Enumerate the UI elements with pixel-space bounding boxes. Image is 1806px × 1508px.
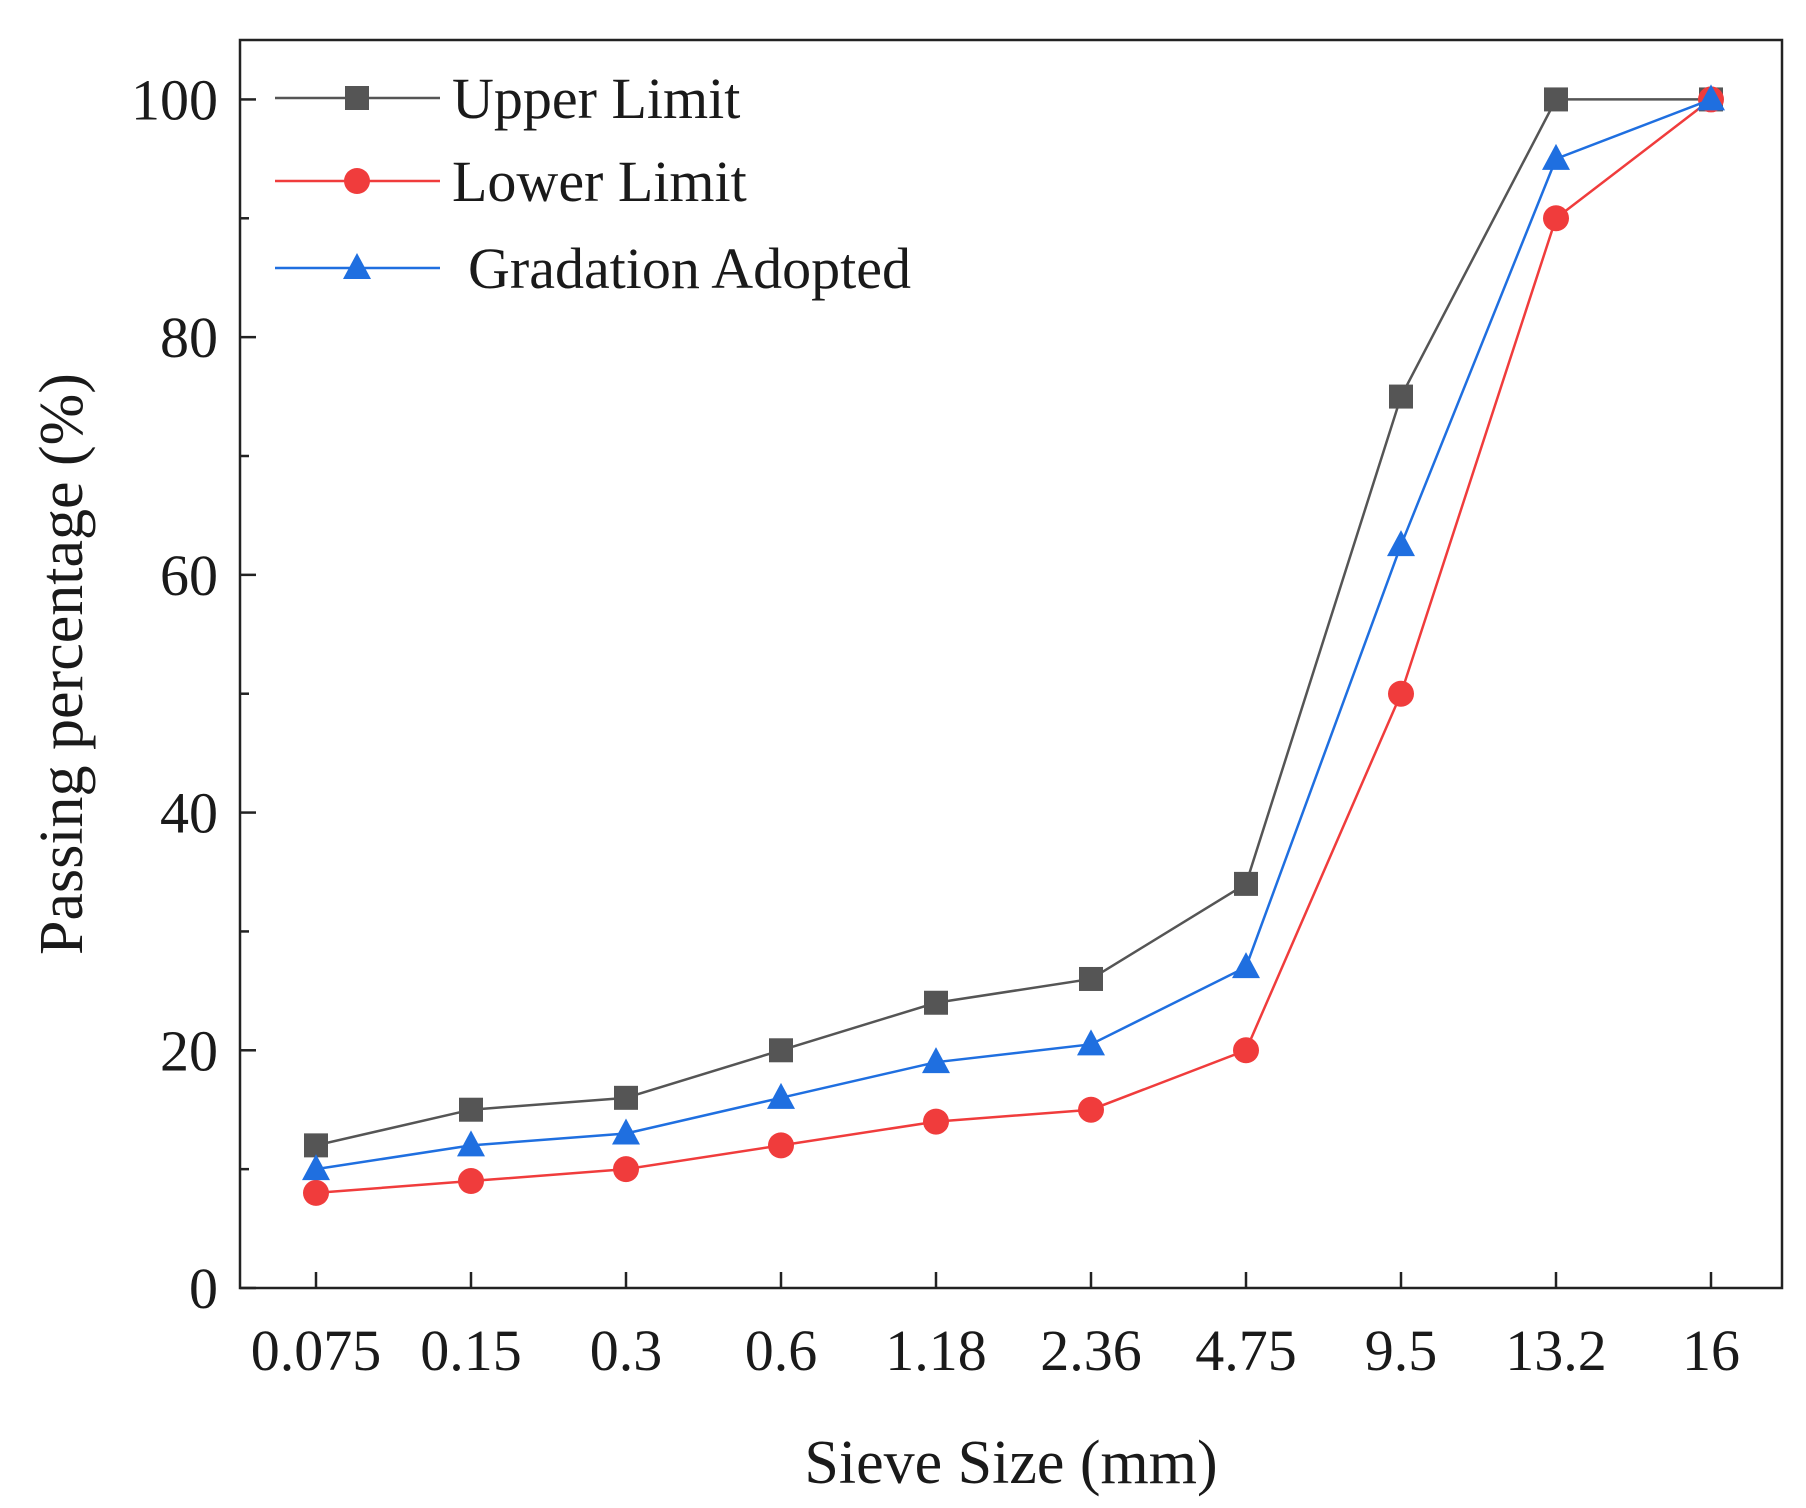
data-point bbox=[1542, 143, 1570, 170]
data-point bbox=[458, 1168, 484, 1195]
data-point bbox=[613, 1156, 639, 1183]
data-point bbox=[924, 990, 948, 1015]
legend-marker bbox=[345, 86, 369, 110]
data-point bbox=[1232, 952, 1260, 979]
data-point bbox=[767, 1082, 795, 1109]
axes: 0 20 40 60 80 100 0.075 0.15 0.3 0.6 1.18 2.36 4.75 9… bbox=[131, 38, 1784, 1383]
series-line bbox=[315, 98, 1711, 1147]
y-tick-label: 60 bbox=[160, 543, 218, 608]
x-tick-label: 16 bbox=[1682, 1318, 1740, 1383]
plot-frame bbox=[238, 38, 1784, 1290]
data-point bbox=[922, 1047, 950, 1074]
legend-item: Lower Limit bbox=[275, 149, 747, 214]
data-point bbox=[1079, 966, 1103, 991]
data-point bbox=[923, 1108, 949, 1135]
series-gradation-adopted bbox=[302, 84, 1725, 1181]
data-point bbox=[1544, 87, 1568, 112]
legend-marker bbox=[344, 168, 370, 194]
y-tick-label: 0 bbox=[189, 1256, 218, 1321]
data-point bbox=[303, 1179, 329, 1206]
data-point bbox=[1234, 871, 1258, 896]
data-point bbox=[612, 1118, 640, 1145]
data-point bbox=[1697, 84, 1725, 111]
series-lower-limit bbox=[303, 86, 1724, 1206]
legend-label: Lower Limit bbox=[452, 149, 747, 214]
data-point bbox=[1078, 1096, 1104, 1123]
legend-item: Upper Limit bbox=[275, 66, 740, 131]
x-tick-label: 0.15 bbox=[420, 1318, 522, 1383]
data-point bbox=[1233, 1037, 1259, 1064]
data-point bbox=[302, 1154, 330, 1181]
data-point bbox=[1389, 384, 1413, 409]
x-tick-label: 13.2 bbox=[1505, 1318, 1607, 1383]
x-tick-label: 0.3 bbox=[590, 1318, 663, 1383]
data-point bbox=[1388, 680, 1414, 707]
legend-label: Gradation Adopted bbox=[468, 236, 911, 301]
legend-label: Upper Limit bbox=[452, 66, 740, 131]
y-tick-label: 40 bbox=[160, 781, 218, 846]
data-point bbox=[769, 1038, 793, 1063]
x-tick-label: 9.5 bbox=[1365, 1318, 1438, 1383]
x-tick-label: 4.75 bbox=[1195, 1318, 1297, 1383]
x-tick-label: 1.18 bbox=[885, 1318, 987, 1383]
data-point bbox=[304, 1133, 328, 1158]
x-tick-label: 0.075 bbox=[251, 1318, 382, 1383]
x-axis-title: Sieve Size (mm) bbox=[804, 1429, 1217, 1497]
legend-marker bbox=[343, 253, 371, 279]
series-line bbox=[315, 98, 1712, 1171]
data-point bbox=[768, 1132, 794, 1159]
series-line bbox=[315, 98, 1712, 1195]
y-tick-label: 20 bbox=[160, 1018, 218, 1083]
series-layer bbox=[302, 84, 1725, 1206]
data-point bbox=[614, 1085, 638, 1110]
data-point bbox=[1387, 530, 1415, 557]
data-point bbox=[1077, 1029, 1105, 1056]
x-tick-label: 0.6 bbox=[745, 1318, 818, 1383]
data-point bbox=[1543, 205, 1569, 232]
legend: Upper Limit Lower Limit Gradation Adopted bbox=[275, 66, 911, 301]
y-axis-title: Passing percentage (%) bbox=[28, 373, 96, 955]
legend-item: Gradation Adopted bbox=[275, 236, 911, 301]
y-tick-label: 100 bbox=[131, 67, 218, 132]
x-tick-label: 2.36 bbox=[1040, 1318, 1142, 1383]
y-tick-label: 80 bbox=[160, 305, 218, 370]
data-point bbox=[457, 1130, 485, 1157]
data-point bbox=[459, 1097, 483, 1122]
